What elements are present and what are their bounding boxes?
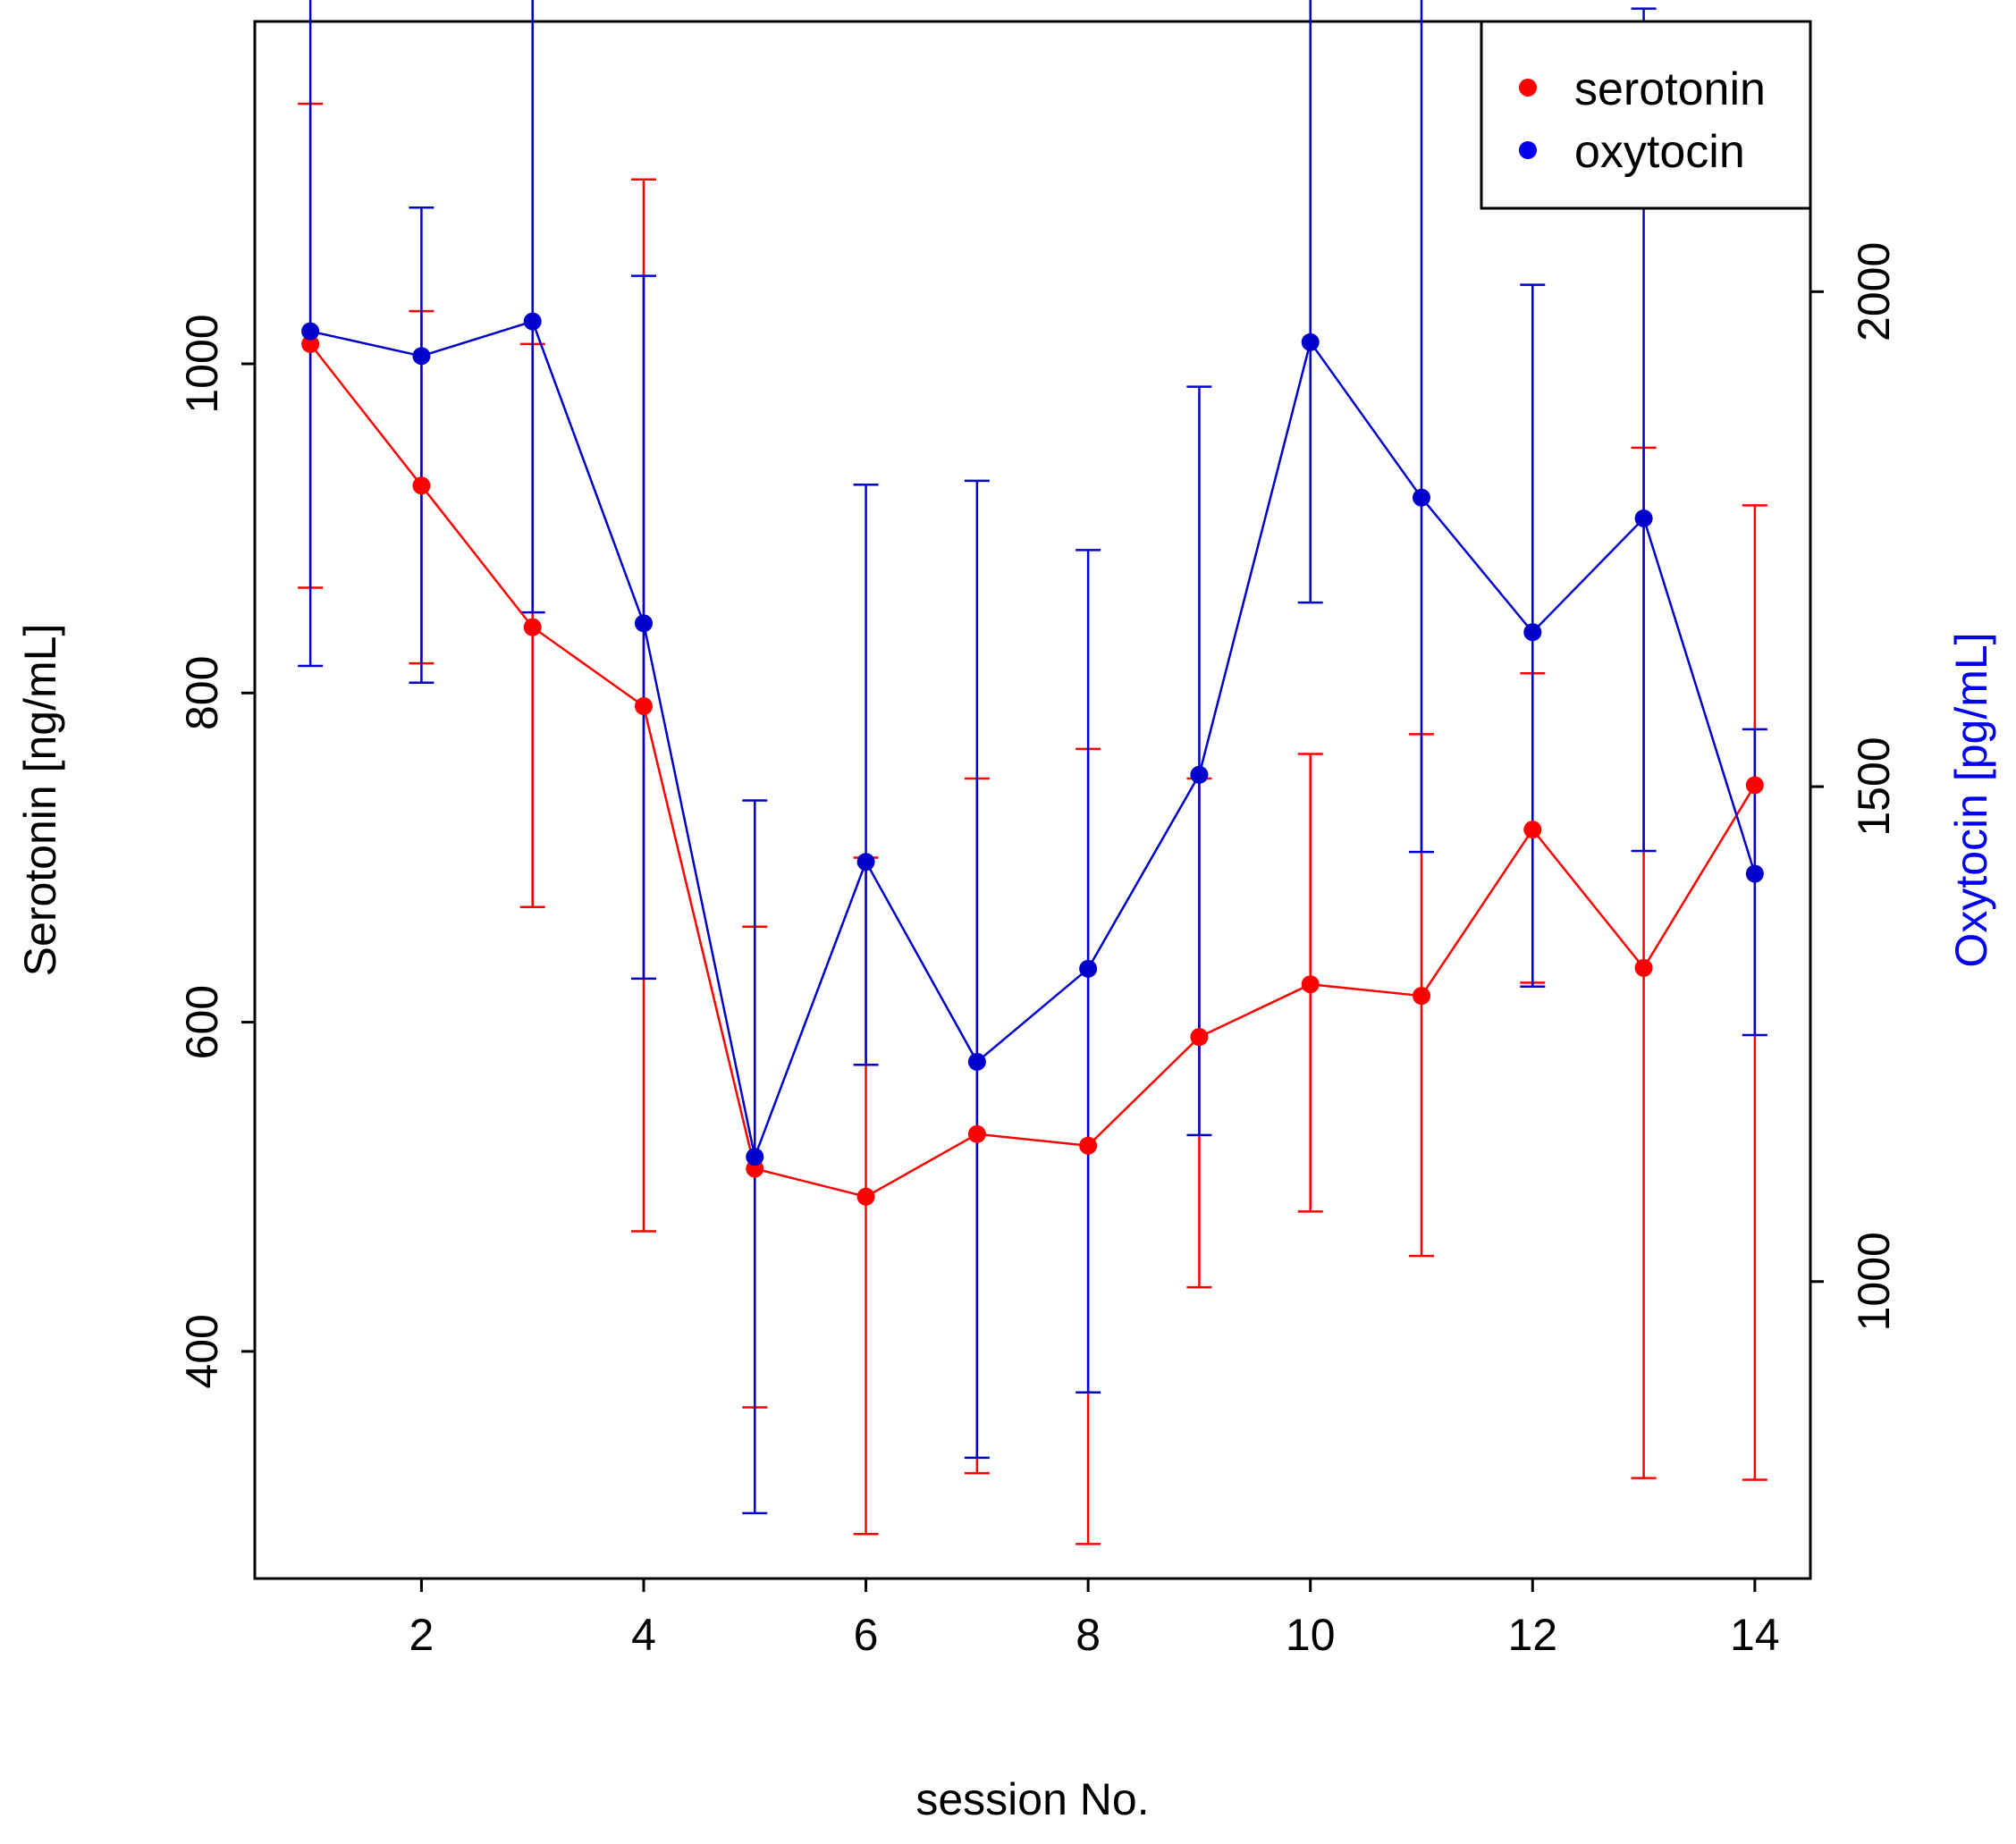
x-tick-label: 6 xyxy=(854,1610,879,1660)
x-tick-label: 10 xyxy=(1286,1610,1336,1660)
serotonin-point xyxy=(1745,776,1764,795)
serotonin-point xyxy=(523,618,542,636)
oxytocin-point xyxy=(1413,488,1430,507)
serotonin-point xyxy=(1523,821,1542,839)
serotonin-point xyxy=(412,476,431,495)
y2-tick-label: 1000 xyxy=(1849,1232,1899,1331)
oxytocin-point xyxy=(856,853,875,871)
legend-label-oxytocin: oxytocin xyxy=(1574,126,1745,178)
oxytocin-point xyxy=(1523,623,1542,642)
serotonin-point xyxy=(635,697,653,716)
oxytocin-point xyxy=(301,322,320,341)
x-axis-title: session No. xyxy=(915,1774,1149,1824)
y-tick-label: 600 xyxy=(177,985,227,1059)
oxytocin-line xyxy=(309,320,1757,1161)
serotonin-point xyxy=(967,1124,986,1143)
x-tick-label: 8 xyxy=(1075,1610,1101,1660)
x-tick-label: 4 xyxy=(631,1610,656,1660)
x-tick-label: 14 xyxy=(1730,1610,1780,1660)
y2-tick-label: 1500 xyxy=(1849,737,1899,836)
serotonin-line xyxy=(309,343,1756,1199)
oxytocin-point xyxy=(1301,333,1320,351)
serotonin-point xyxy=(1190,1028,1209,1047)
serotonin-point xyxy=(1634,958,1653,977)
points-layer xyxy=(301,312,1764,1206)
legend-label-serotonin: serotonin xyxy=(1574,63,1766,115)
plot-frame xyxy=(253,20,1812,1580)
legend-marker-oxytocin xyxy=(1519,141,1537,159)
oxytocin-point xyxy=(635,614,653,633)
oxytocin-point xyxy=(1634,509,1653,527)
errorbars-layer xyxy=(298,0,1767,1545)
serotonin-point xyxy=(1413,987,1430,1006)
legend-box xyxy=(1480,20,1812,210)
x-tick-label: 12 xyxy=(1507,1610,1557,1660)
y-tick-label: 800 xyxy=(177,656,227,730)
oxytocin-point xyxy=(1745,864,1764,883)
oxytocin-point xyxy=(1079,959,1098,978)
legend: serotonin oxytocin xyxy=(1480,20,1812,210)
lines-layer xyxy=(309,320,1757,1199)
serotonin-point xyxy=(1301,975,1320,994)
oxytocin-point xyxy=(1190,765,1209,784)
axes-layer: 2 4 6 8 10 12 14 400 600 800 1000 1000 1500 2000 xyxy=(177,242,1899,1660)
serotonin-point xyxy=(1079,1136,1098,1155)
oxytocin-point xyxy=(967,1052,986,1071)
serotonin-point xyxy=(301,334,320,353)
legend-marker-serotonin xyxy=(1519,79,1537,97)
oxytocin-point xyxy=(746,1148,764,1166)
serotonin-point xyxy=(856,1187,875,1206)
oxytocin-point xyxy=(412,347,431,366)
y-tick-label: 400 xyxy=(177,1314,227,1388)
y2-axis-title: Oxytocin [pg/mL] xyxy=(1946,632,1996,967)
x-tick-label: 2 xyxy=(409,1610,434,1660)
y-axis-title: Serotonin [ng/mL] xyxy=(15,624,65,977)
y-tick-label: 1000 xyxy=(177,314,227,413)
oxytocin-point xyxy=(523,312,542,331)
y2-tick-label: 2000 xyxy=(1849,242,1899,341)
